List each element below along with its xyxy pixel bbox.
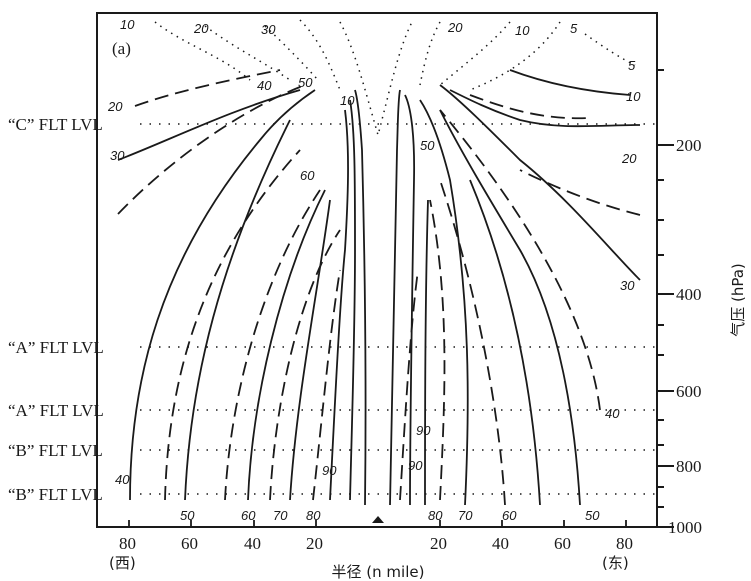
contour-label: 80: [306, 508, 321, 523]
panel-label: (a): [112, 39, 131, 58]
radius-axis-ticks: [128, 520, 627, 527]
contour-label: 50: [180, 508, 195, 523]
contour-label: 50: [585, 508, 600, 523]
radius-tick-labels: 80 60 40 20 20 40 60 80: [119, 534, 633, 553]
pressure-tick-label: 800: [676, 457, 702, 476]
radius-axis-title: 半径 (n mile): [332, 563, 425, 581]
contour-label: 30: [110, 148, 125, 163]
radius-tick-label: 80: [616, 534, 633, 553]
eye-marker: [372, 516, 384, 523]
flight-level-labels: “C” FLT LVL “A” FLT LVL “A” FLT LVL “B” …: [8, 115, 104, 504]
pressure-tick-label: 1000: [668, 518, 702, 537]
contour-label: 10: [626, 89, 641, 104]
pressure-tick-label: 400: [676, 285, 702, 304]
contour-label: 5: [570, 21, 578, 36]
flight-level-label-c: “C” FLT LVL: [8, 115, 103, 134]
radius-tick-label: 40: [244, 534, 261, 553]
contour-label: 10: [340, 93, 355, 108]
solid-contours: [117, 69, 641, 506]
plot-frame: [96, 12, 658, 528]
radius-tick-label: 20: [306, 534, 323, 553]
dotted-contours: [154, 19, 636, 138]
contour-label: 40: [605, 406, 620, 421]
contour-label: 90: [416, 423, 431, 438]
contour-label: 90: [408, 458, 423, 473]
flight-level-label-a-upper: “A” FLT LVL: [8, 338, 104, 357]
contour-label: 80: [428, 508, 443, 523]
contour-label: 40: [115, 472, 130, 487]
pressure-axis-title: 气压 (hPa): [729, 263, 747, 337]
contour-label: 60: [300, 168, 315, 183]
contour-label: 50: [420, 138, 435, 153]
radius-tick-label: 20: [430, 534, 447, 553]
east-label: (东): [602, 554, 629, 572]
contour-label: 60: [502, 508, 517, 523]
contour-label: 20: [193, 21, 209, 36]
pressure-axis: [657, 69, 674, 528]
pressure-tick-label: 200: [676, 136, 702, 155]
flight-level-label-b-upper: “B” FLT LVL: [8, 441, 103, 460]
flight-level-label-a-lower: “A” FLT LVL: [8, 401, 104, 420]
pressure-tick-labels: 200 400 600 800 1000: [668, 136, 702, 537]
contour-label: 60: [241, 508, 256, 523]
flight-level-label-b-lower: “B” FLT LVL: [8, 485, 103, 504]
contour-label: 20: [621, 151, 637, 166]
contour-label: 30: [261, 22, 276, 37]
pressure-tick-label: 600: [676, 382, 702, 401]
contour-labels: 10 20 30 20 10 5 5 10 20 20 30 40 50 10 …: [107, 17, 641, 523]
radius-tick-label: 60: [554, 534, 571, 553]
contour-label: 30: [620, 278, 635, 293]
radius-tick-label: 40: [492, 534, 509, 553]
contour-label: 40: [257, 78, 272, 93]
contour-label: 10: [515, 23, 530, 38]
contour-label: 70: [273, 508, 288, 523]
contour-label: 50: [298, 75, 313, 90]
radius-tick-label: 60: [181, 534, 198, 553]
contour-label: 90: [322, 463, 337, 478]
contour-label: 20: [107, 99, 123, 114]
radius-tick-label: 80: [119, 534, 136, 553]
contour-label: 5: [628, 58, 636, 73]
flight-level-lines: [140, 123, 657, 495]
dashed-contours: [117, 69, 641, 506]
contour-label: 70: [458, 508, 473, 523]
contour-label: 10: [120, 17, 135, 32]
west-label: (西): [109, 554, 136, 572]
contour-label: 20: [447, 20, 463, 35]
